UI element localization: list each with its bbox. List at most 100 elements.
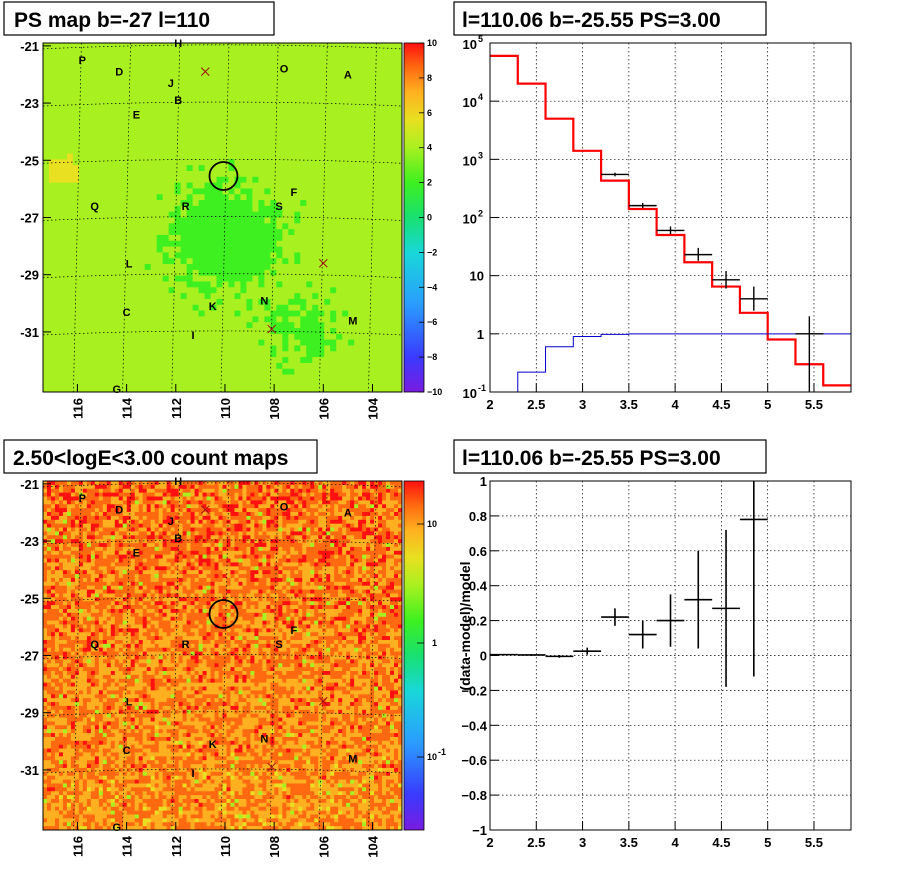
- ps-map-cell: [78, 159, 86, 166]
- count-map-cell: [46, 570, 52, 575]
- ps-map-cell: [372, 293, 379, 300]
- ps-map-cell: [276, 322, 283, 329]
- ps-map-cell: [258, 43, 265, 50]
- ps-map-cell: [186, 380, 193, 387]
- ps-map-cell: [198, 136, 205, 143]
- count-map-cell: [66, 702, 72, 707]
- ps-map-cell: [252, 182, 259, 189]
- count-map-cell: [54, 814, 60, 819]
- count-map-cell: [78, 667, 84, 672]
- count-map-cell: [50, 628, 56, 633]
- ps-map-cell: [132, 275, 140, 282]
- count-map-cell: [90, 798, 96, 804]
- ps-map-cell: [240, 118, 247, 125]
- ps-map-cell: [180, 200, 187, 207]
- count-map-cell: [82, 620, 88, 625]
- count-map-cell: [70, 709, 76, 715]
- count-map-cell: [66, 492, 72, 497]
- count-map-cell: [66, 798, 72, 804]
- ps-map-cell: [324, 351, 331, 358]
- ps-map-cell: [222, 147, 229, 154]
- count-map-cell: [94, 717, 100, 722]
- count-map-cell: [66, 496, 72, 501]
- ps-map-cell: [330, 351, 337, 358]
- count-map-cell: [54, 764, 60, 769]
- ps-map-cell: [114, 380, 122, 387]
- count-map-cell: [43, 798, 48, 804]
- ps-map-cell: [192, 188, 199, 195]
- ps-map-cell: [306, 141, 313, 149]
- ps-map-cell: [324, 287, 331, 294]
- ps-map-cell: [60, 328, 68, 335]
- ps-map-cell: [180, 380, 187, 387]
- ps-map-cell: [240, 380, 247, 387]
- ps-map-cell: [354, 357, 361, 364]
- ps-map-cell: [126, 136, 134, 143]
- ps-map-cell: [336, 170, 343, 178]
- ps-map-cell: [288, 264, 295, 271]
- ps-map-cell: [78, 264, 86, 271]
- count-map-cell: [46, 748, 52, 753]
- ps-map-cell: [132, 339, 140, 346]
- count-map-cell: [78, 651, 84, 656]
- ps-map-cell: [252, 357, 259, 364]
- spectrum-y-tick-label: 10: [470, 269, 484, 284]
- ps-map-cell: [348, 211, 355, 218]
- ps-map-cell: [210, 141, 217, 149]
- ps-map-cell: [318, 234, 325, 242]
- ps-map-cell: [384, 269, 391, 277]
- ps-map-cell: [312, 357, 319, 364]
- count-map-cell: [62, 667, 68, 672]
- ps-map-cell: [276, 252, 283, 259]
- ps-map-cell: [198, 316, 205, 323]
- ps-map-cell: [330, 316, 337, 323]
- count-map-cell: [62, 713, 68, 718]
- ps-map-cell: [318, 72, 325, 79]
- ps-map-cell: [168, 124, 176, 131]
- ps-map-cell: [396, 83, 403, 90]
- ps-map-cell: [324, 106, 331, 114]
- count-map-cell: [46, 515, 52, 521]
- ps-map-cell: [288, 357, 295, 364]
- count-map-cell: [58, 566, 64, 571]
- ps-map-cell: [318, 43, 325, 50]
- ps-map-cell: [60, 333, 68, 341]
- count-map-cell: [54, 721, 60, 726]
- ps-map-cell: [384, 258, 391, 265]
- ps-map-cell: [384, 304, 391, 311]
- ps-map-cell: [306, 118, 313, 125]
- ps-map-cell: [48, 72, 56, 79]
- ps-map-cell: [264, 194, 271, 201]
- ps-map-cell: [138, 89, 146, 96]
- ps-map-cell: [288, 136, 295, 143]
- ps-map-cell: [342, 362, 349, 370]
- ps-map-cell: [276, 83, 283, 90]
- ps-map-cell: [180, 269, 187, 277]
- ps-map-cell: [84, 83, 92, 90]
- ps-map-cell: [120, 130, 128, 137]
- count-map-cell: [66, 639, 72, 645]
- ps-map-cell: [138, 386, 146, 393]
- ps-map-cell: [66, 211, 74, 218]
- count-map-cell: [50, 593, 56, 598]
- ps-map-cell: [132, 211, 140, 218]
- ps-map-cell: [192, 106, 199, 114]
- ps-map-cell: [348, 304, 355, 311]
- count-map-cell: [54, 686, 60, 691]
- ps-map-cell: [180, 118, 187, 125]
- ps-map-cell: [324, 304, 331, 311]
- ps-map-cell: [330, 83, 337, 90]
- ps-map-cell: [210, 43, 217, 50]
- ps-map-cell: [222, 368, 229, 375]
- ps-map-cell: [288, 275, 295, 282]
- ps-map-cell: [282, 374, 289, 381]
- ps-map-cell: [90, 339, 98, 346]
- count-map-cell: [43, 802, 48, 808]
- ps-map-cell: [198, 188, 205, 195]
- ps-map-cell: [282, 258, 289, 265]
- ps-map-cell: [60, 182, 68, 189]
- ps-map-cell: [276, 234, 283, 242]
- ps-map-cell: [180, 333, 187, 341]
- count-map-cell: [62, 550, 68, 556]
- ps-map-cell: [174, 141, 182, 149]
